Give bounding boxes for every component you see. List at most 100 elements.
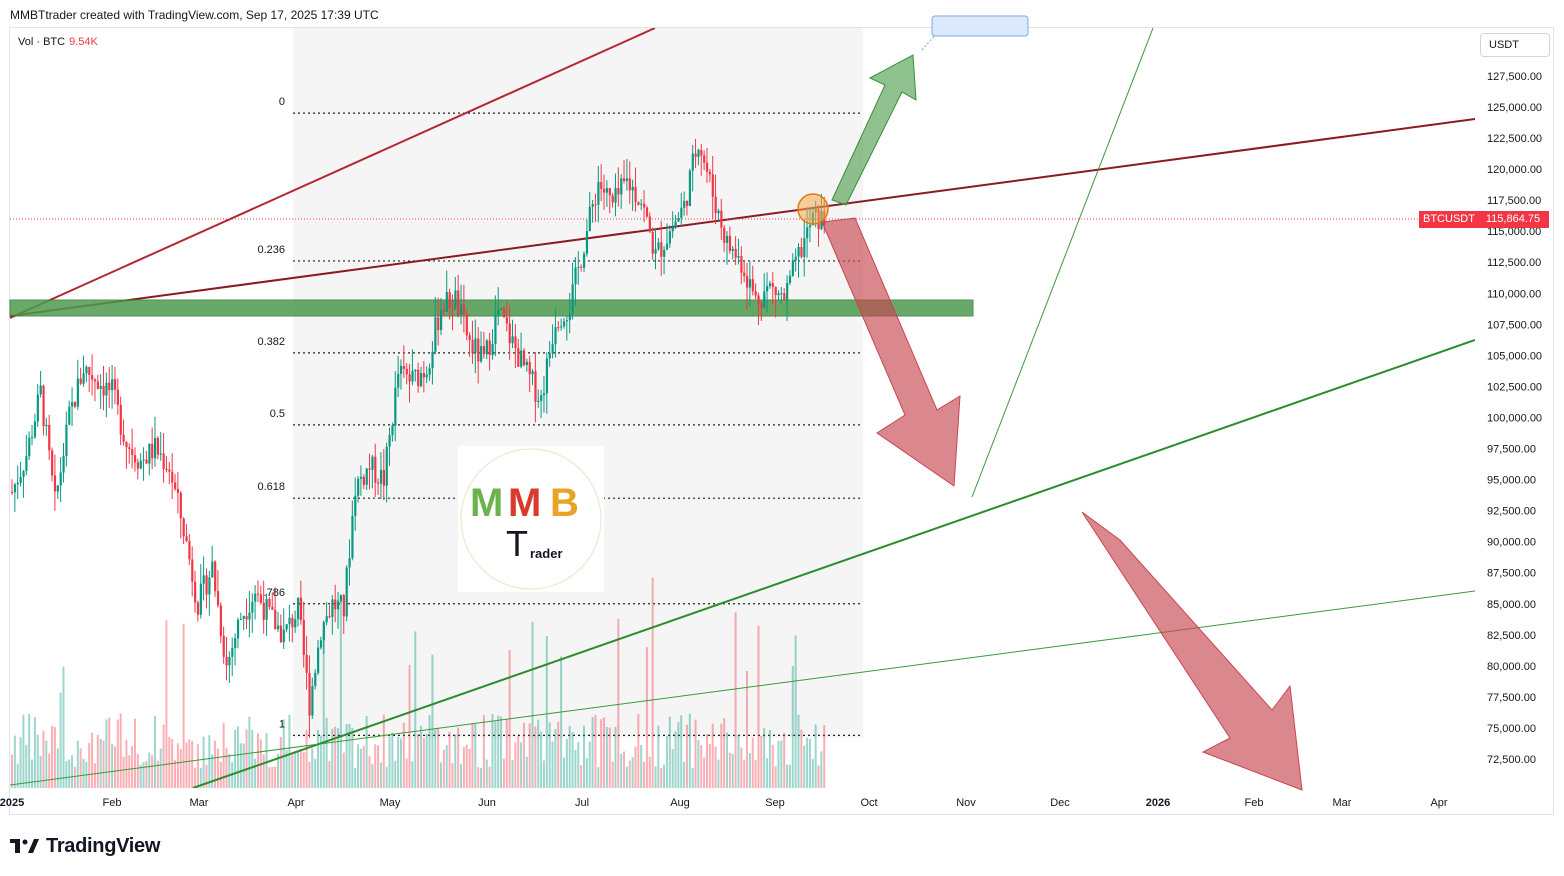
volume-bar	[480, 767, 483, 788]
volume-bar	[314, 758, 317, 788]
candle-body	[368, 468, 371, 470]
candle-body	[786, 282, 789, 301]
svg-text:T: T	[506, 523, 528, 564]
volume-bar	[154, 715, 156, 788]
volume-bar	[568, 725, 571, 788]
volume-bar	[783, 733, 786, 788]
volume-bar	[697, 739, 700, 788]
red-down-arrow-1[interactable]	[821, 217, 961, 487]
volume-bar	[534, 726, 537, 788]
upper-red-trendline[interactable]	[10, 28, 656, 319]
volume-bar	[428, 715, 431, 788]
volume-bar	[359, 748, 362, 788]
volume-bar	[743, 759, 746, 788]
volume-bar	[68, 759, 71, 788]
volume-bar	[723, 718, 726, 788]
volume-bar	[457, 727, 460, 788]
volume-bar	[522, 722, 525, 788]
candle-body	[683, 200, 686, 208]
volume-bar	[56, 748, 59, 788]
volume-bar	[688, 713, 691, 788]
volume-bar	[502, 758, 505, 788]
volume-bar	[65, 761, 68, 788]
volume-bar	[588, 741, 591, 788]
candle-body	[640, 203, 643, 205]
volume-bar	[385, 766, 388, 788]
volume-bar	[440, 762, 442, 788]
candle-body	[25, 456, 28, 472]
thin-green-steep-line[interactable]	[971, 28, 1154, 498]
volume-bar	[617, 618, 620, 788]
volume-bar	[411, 761, 414, 788]
candle-body	[214, 561, 217, 592]
support-zone[interactable]	[9, 299, 974, 317]
volume-bar	[814, 724, 817, 788]
thin-green-support-line[interactable]	[10, 590, 1475, 786]
volume-bar	[717, 759, 720, 788]
candle-body	[314, 672, 317, 687]
fib-level-label: 0.236	[257, 244, 285, 256]
candle-body	[325, 616, 328, 623]
volume-bar	[208, 735, 211, 788]
volume-bar	[528, 723, 531, 788]
mmb-trader-logo: M M B T rader	[458, 446, 604, 592]
candle-body	[748, 279, 752, 288]
target-callout[interactable]	[921, 15, 1029, 51]
green-up-arrow[interactable]	[831, 54, 917, 206]
y-tick-label: 100,000.00	[1487, 412, 1542, 424]
candle-body	[568, 313, 571, 321]
candle-body	[717, 210, 720, 214]
volume-bar	[45, 740, 48, 788]
candle-body	[723, 227, 726, 243]
candle-body	[268, 598, 271, 607]
candle-body	[88, 366, 91, 376]
candle-body	[614, 188, 617, 203]
volume-bar	[542, 760, 545, 788]
candle-body	[328, 616, 331, 618]
currency-selector[interactable]: USDT	[1480, 33, 1550, 57]
candle-body	[583, 253, 586, 268]
green-rising-support-line[interactable]	[192, 339, 1475, 788]
volume-bar	[168, 736, 171, 788]
dark-red-resistance-line[interactable]	[10, 118, 1475, 317]
candle-body	[545, 358, 549, 394]
volume-bar	[142, 762, 145, 788]
candle-body	[657, 242, 660, 250]
volume-bar	[162, 724, 165, 788]
candle-body	[85, 366, 88, 374]
volume-bar	[677, 722, 680, 788]
volume-bar	[219, 761, 222, 788]
red-down-arrow-2[interactable]	[1081, 511, 1303, 791]
candle-body	[231, 647, 234, 657]
volume-bar	[474, 723, 477, 788]
candle-body	[766, 285, 769, 292]
volume-bar	[331, 728, 334, 788]
volume-bar	[720, 723, 723, 788]
candle-body	[394, 387, 397, 426]
volume-bar	[637, 714, 640, 788]
volume-bar	[640, 744, 643, 788]
volume-bar	[577, 741, 580, 788]
candle-body	[305, 654, 308, 673]
svg-text:M: M	[508, 481, 541, 525]
x-tick-label: Apr	[287, 797, 304, 809]
volume-bar	[794, 635, 797, 788]
volume-bar	[565, 738, 568, 788]
breakout-highlight-circle[interactable]	[797, 193, 829, 225]
candle-body	[202, 575, 205, 584]
volume-bar	[645, 647, 648, 788]
volume-bar	[445, 745, 448, 788]
volume-label: Vol · BTC	[18, 36, 66, 48]
candle-body	[405, 368, 408, 375]
candle-body	[331, 599, 334, 617]
volume-bar	[668, 716, 671, 788]
candle-body	[225, 656, 228, 666]
candle-body	[514, 336, 517, 349]
candle-body	[271, 606, 274, 610]
candle-body	[371, 456, 374, 470]
volume-bar	[53, 726, 56, 788]
volume-bar	[608, 727, 611, 788]
candle-body	[465, 314, 468, 336]
candle-body	[700, 149, 703, 156]
